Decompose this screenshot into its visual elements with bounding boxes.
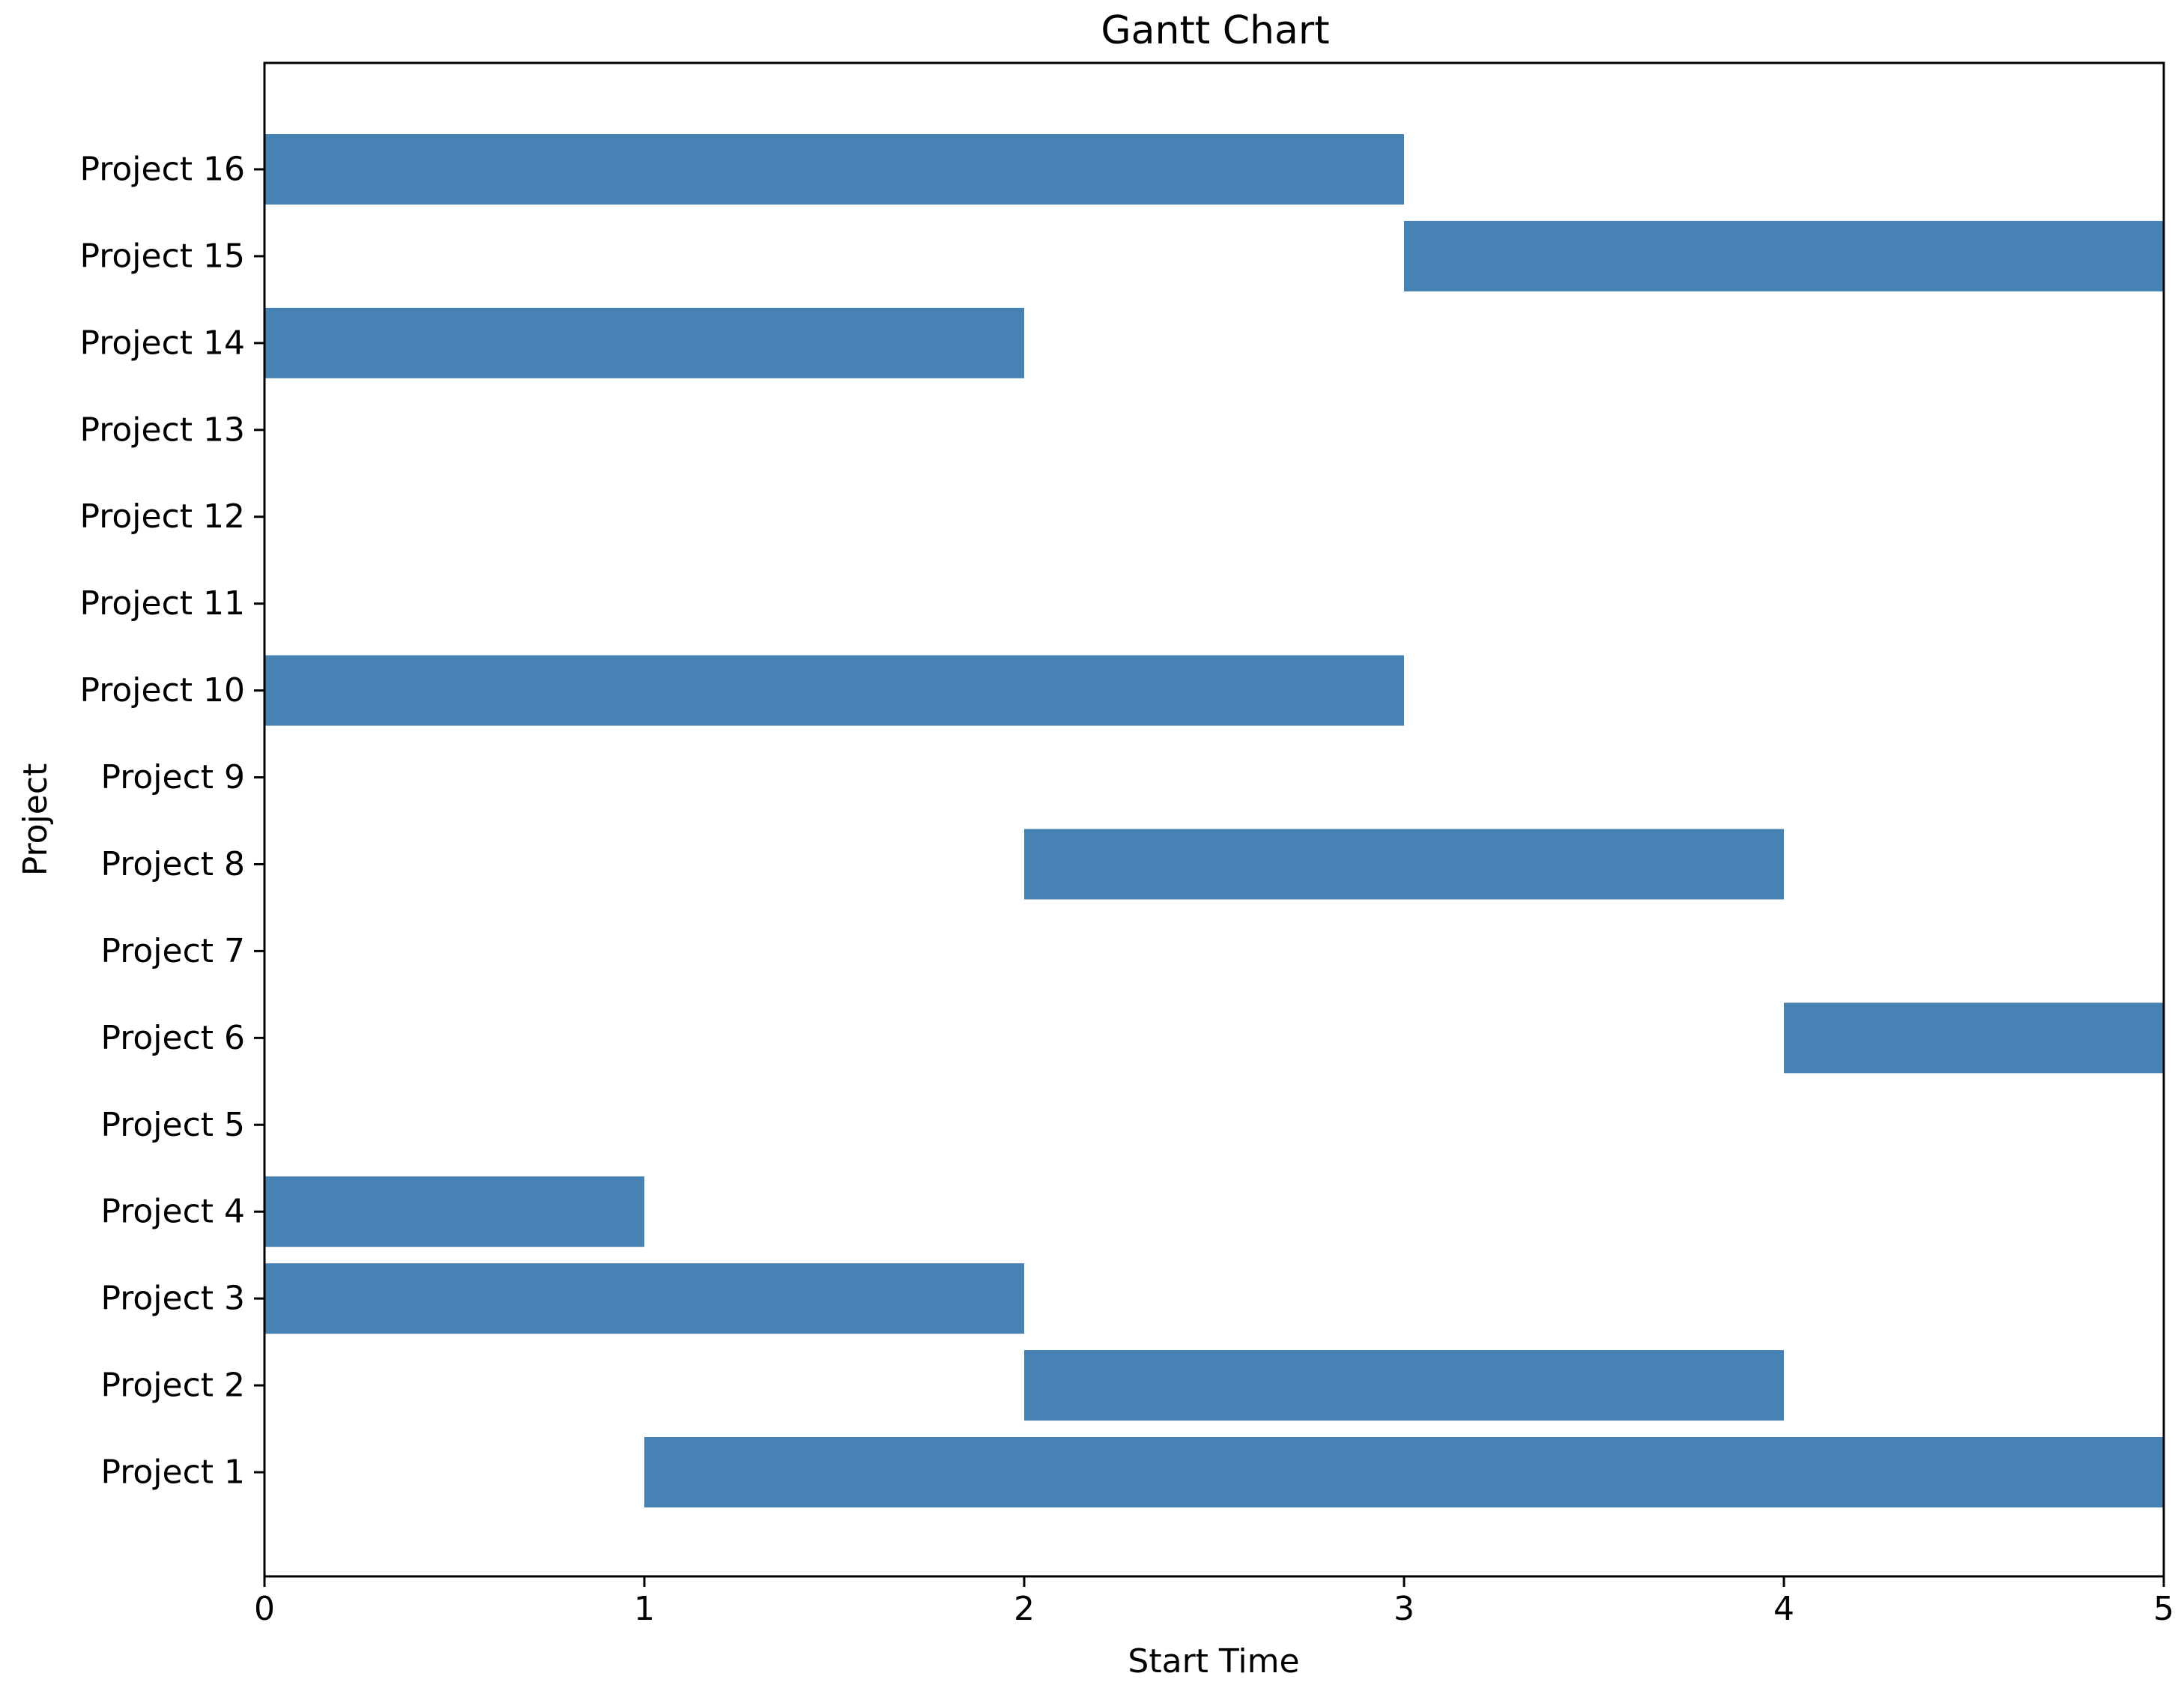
y-tick-label-project-3: Project 3 [100,1280,245,1318]
y-tick-label-project-15: Project 15 [79,237,245,275]
bar-project-14 [264,307,1024,378]
y-tick-label-project-6: Project 6 [100,1019,245,1057]
y-tick-label-project-8: Project 8 [100,845,245,883]
x-tick-label-3: 3 [1394,1590,1415,1628]
bar-project-1 [644,1437,2164,1507]
y-tick-label-project-16: Project 16 [79,151,245,189]
bar-project-10 [264,655,1404,726]
x-tick-label-1: 1 [634,1590,655,1628]
y-tick-label-project-7: Project 7 [100,932,245,970]
bar-project-8 [1024,829,1784,900]
bar-project-3 [264,1263,1024,1334]
y-tick-label-project-9: Project 9 [100,758,245,796]
bars-layer [264,134,2164,1507]
y-tick-label-project-14: Project 14 [79,324,245,362]
x-tick-label-0: 0 [254,1590,275,1628]
x-axis-label: Start Time [1128,1642,1299,1681]
chart-title: Gantt Chart [1101,8,1329,53]
y-tick-label-project-11: Project 11 [79,584,245,623]
y-tick-label-project-13: Project 13 [79,411,245,449]
y-tick-label-project-1: Project 1 [100,1453,245,1492]
y-tick-label-project-5: Project 5 [100,1106,245,1144]
y-tick-label-project-4: Project 4 [100,1193,245,1231]
x-tick-label-2: 2 [1014,1590,1035,1628]
y-tick-label-project-10: Project 10 [79,671,245,710]
bar-project-6 [1784,1002,2164,1074]
y-tick-label-project-2: Project 2 [100,1367,245,1405]
bar-project-15 [1404,220,2164,291]
x-tick-label-4: 4 [1773,1590,1794,1628]
plot-frame [263,61,2165,1578]
y-axis-label: Project [16,763,55,877]
ticks-layer: Project 1 Project 2 Project 3 Project 4 Proj… [79,151,2174,1629]
y-tick-label-project-12: Project 12 [79,497,245,536]
bar-project-2 [1024,1350,1784,1421]
x-tick-label-5: 5 [2153,1590,2174,1628]
bar-project-16 [264,134,1404,205]
bar-project-4 [264,1176,644,1247]
